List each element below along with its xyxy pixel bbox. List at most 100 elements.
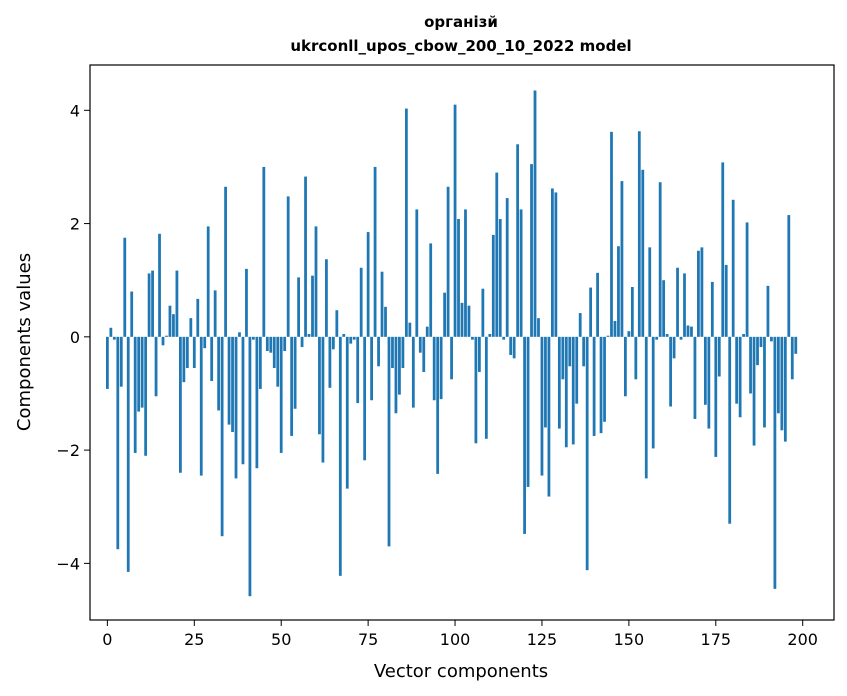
bar-117 [512,336,516,359]
bar-139 [589,287,593,337]
bar-33 [220,336,224,537]
bar-21 [179,336,182,473]
bar-24 [189,318,193,337]
bar-75 [366,232,370,337]
bar-177 [721,162,725,337]
bar-72 [356,336,360,404]
bar-91 [422,336,426,372]
bar-35 [227,336,231,425]
bar-79 [380,271,384,337]
bar-10 [140,336,144,408]
bar-96 [439,336,443,400]
bar-39 [241,336,245,465]
bar-23 [185,336,189,368]
bar-80 [384,306,387,337]
bar-76 [370,336,373,401]
bar-58 [307,334,311,337]
x-axis-ticks: 0 25 50 75 100 125 150 175 200 [102,620,818,649]
bar-3 [116,336,120,550]
bar-54 [293,336,297,409]
bar-197 [790,336,794,380]
bar-13 [151,270,154,337]
bar-108 [481,288,485,337]
bar-109 [484,336,488,439]
bar-157 [651,336,655,449]
bar-49 [276,336,280,387]
bar-111 [491,234,495,337]
bar-135 [575,336,579,404]
bar-158 [655,336,659,340]
bar-116 [509,336,513,355]
x-tick-label: 100 [440,630,471,649]
bar-126 [544,336,547,428]
y-tick-label: 2 [70,215,80,234]
bar-48 [272,336,276,368]
bar-161 [665,334,669,337]
bar-20 [175,270,179,337]
bar-189 [763,336,766,428]
bar-1 [109,327,113,337]
bar-83 [394,336,398,414]
bar-152 [634,336,638,380]
y-tick-label: 4 [70,101,80,120]
bar-122 [530,164,533,337]
bar-70 [349,336,353,344]
bar-182 [738,336,742,418]
bar-103 [464,209,467,337]
bar-27 [199,336,203,476]
bar-167 [686,325,690,337]
bar-120 [523,336,526,534]
bar-8 [133,336,137,453]
bar-113 [498,219,502,337]
bar-42 [252,336,255,340]
bar-104 [467,305,471,337]
bar-187 [756,336,759,366]
bar-173 [707,336,711,429]
bar-144 [606,335,610,337]
bar-191 [770,336,773,342]
bar-128 [551,188,554,337]
bar-132 [564,336,568,448]
bar-147 [617,246,620,337]
bar-195 [783,336,787,442]
bar-196 [787,215,791,337]
bar-134 [571,336,575,445]
bar-186 [752,336,756,446]
bar-52 [286,196,290,337]
bar-73 [359,267,363,337]
bar-190 [766,285,770,337]
x-tick-label: 50 [271,630,291,649]
bar-98 [446,186,450,337]
bar-100 [453,104,457,337]
bar-17 [165,335,168,337]
bar-85 [401,336,405,368]
bar-78 [377,336,380,367]
bar-105 [471,336,474,340]
bar-84 [398,336,401,395]
bar-55 [297,277,300,337]
bar-34 [224,186,227,337]
bar-56 [300,336,304,348]
bar-165 [679,336,683,340]
bar-125 [540,336,544,476]
bar-97 [443,292,447,337]
bar-192 [773,336,777,589]
bar-146 [613,320,617,337]
bar-19 [172,314,175,337]
bar-44 [258,336,262,389]
bar-5 [123,237,127,337]
bar-119 [519,209,523,337]
bar-106 [474,336,478,444]
bar-50 [279,336,283,453]
bar-121 [526,336,530,487]
bar-174 [710,281,714,337]
chart-subtitle: ukrconll_upos_cbow_200_10_2022 model [290,37,631,55]
bar-102 [460,302,464,337]
bar-156 [648,247,652,337]
bar-59 [311,275,314,337]
bar-176 [717,336,721,377]
bar-29 [206,226,210,337]
bar-67 [338,336,342,576]
bar-170 [697,250,700,337]
